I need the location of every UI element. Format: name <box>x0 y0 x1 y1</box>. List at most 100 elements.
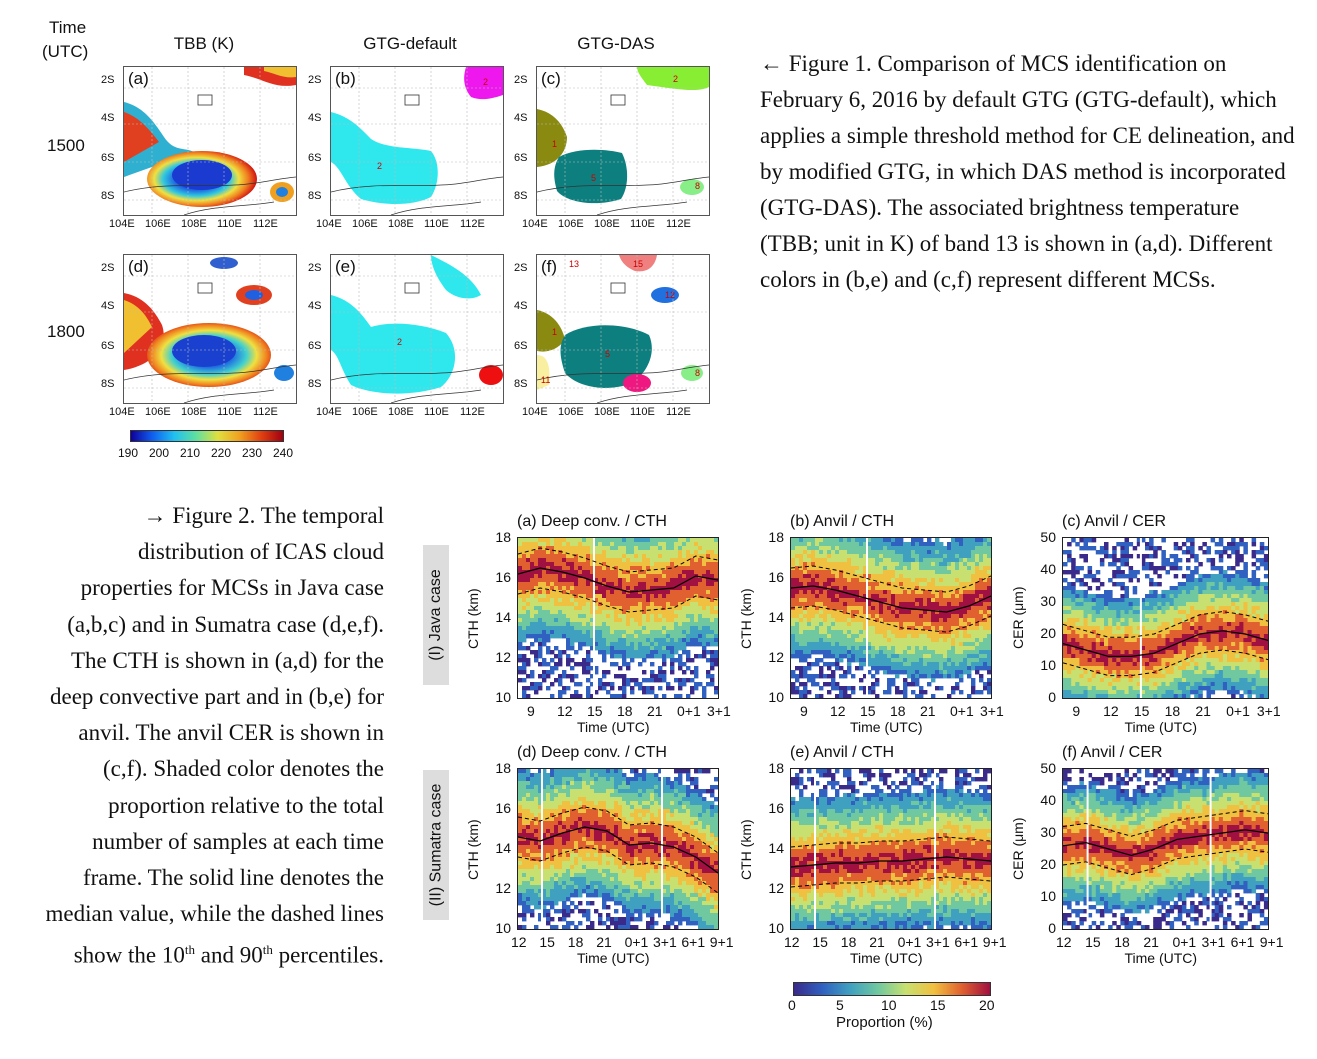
median-line <box>1063 829 1268 857</box>
proportion-colorbar-tick: 20 <box>979 997 995 1013</box>
tbb-colorbar-tick: 210 <box>180 446 201 460</box>
y-tick-label: 12 <box>768 880 784 896</box>
panel-tag-f: (f) <box>541 257 558 276</box>
y-tick-label: 10 <box>1040 657 1056 673</box>
lat-tick-label: 4S <box>308 300 322 312</box>
lon-tick-label: 108E <box>181 218 207 230</box>
x-tick-label: 12 <box>511 934 527 950</box>
y-tick-label: 10 <box>495 689 511 705</box>
y-tick-label: 16 <box>495 569 511 585</box>
tbb-colorbar-tick: 230 <box>242 446 263 460</box>
median-line <box>1063 630 1268 658</box>
mcs-label: 15 <box>633 259 644 269</box>
y-axis-label: CTH (km) <box>738 588 754 649</box>
y-tick-label: 14 <box>768 609 784 625</box>
fig1-utc-header: (UTC) <box>42 42 89 61</box>
y-tick-label: 18 <box>768 760 784 776</box>
mcs-label: 11 <box>541 375 551 385</box>
x-axis-label: Time (UTC) <box>850 719 923 735</box>
x-tick-label: 18 <box>1164 703 1181 719</box>
histogram-plot <box>518 538 718 698</box>
proportion-colorbar-tick: 10 <box>881 997 897 1013</box>
map-panel-d: (d) <box>123 254 297 404</box>
panel-title: (f) Anvil / CER <box>1062 744 1163 761</box>
y-tick-label: 14 <box>768 840 784 856</box>
figure1-caption: ← Figure 1. Comparison of MCS identifica… <box>760 51 1295 292</box>
y-tick-label: 12 <box>768 649 784 665</box>
x-tick-label: 9 <box>527 703 535 719</box>
x-tick-label: 18 <box>1114 934 1130 950</box>
median-line <box>791 585 991 613</box>
mcs-label: 2 <box>377 161 383 171</box>
y-tick-label: 14 <box>495 609 511 625</box>
x-axis-label: Time (UTC) <box>850 950 923 966</box>
x-tick-label: 9 <box>1072 703 1081 719</box>
mcs-map-c <box>537 67 709 215</box>
figure2-caption-text: and 90 <box>195 943 263 969</box>
lon-tick-label: 110E <box>217 218 242 230</box>
x-tick-label: 12 <box>830 703 846 719</box>
y-tick-label: 16 <box>768 800 784 816</box>
x-axis-label: Time (UTC) <box>577 719 650 735</box>
y-axis-label: CER (μm) <box>1010 586 1026 649</box>
mcs-map-e <box>331 255 503 403</box>
tbb-map-d <box>124 255 296 403</box>
figure2-caption-text: percentiles. <box>272 943 384 969</box>
p90-line <box>518 806 718 854</box>
panel-title: (d) Deep conv. / CTH <box>517 744 667 761</box>
lat-tick-label: 6S <box>514 152 528 164</box>
x-tick-label: 9+1 <box>1259 934 1284 950</box>
histogram-plot <box>1063 769 1268 929</box>
lat-tick-label: 8S <box>514 378 528 390</box>
lat-tick-label: 8S <box>101 378 115 390</box>
lon-tick-label: 104E <box>109 218 135 230</box>
y-tick-label: 30 <box>1040 824 1056 840</box>
p10-line <box>1063 649 1268 677</box>
x-axis-label: Time (UTC) <box>577 950 650 966</box>
x-tick-label: 21 <box>1195 703 1211 719</box>
lat-tick-label: 2S <box>308 262 322 274</box>
histogram-plot <box>791 769 991 929</box>
x-tick-label: 21 <box>647 703 663 719</box>
proportion-colorbar-tick: 5 <box>836 997 844 1013</box>
map-panel-e: (e) 2 <box>330 254 504 404</box>
lat-tick-label: 2S <box>514 262 528 274</box>
y-axis-label: CER (μm) <box>1010 817 1026 880</box>
mcs-label: 12 <box>665 290 676 300</box>
lon-tick-label: 112E <box>460 406 485 418</box>
map-panel-a: (a) <box>123 66 297 216</box>
y-tick-label: 18 <box>495 529 511 545</box>
x-tick-label: 0+1 <box>950 703 974 719</box>
histogram-plot <box>518 769 718 929</box>
x-tick-label: 9 <box>800 703 808 719</box>
mcs-map-f <box>537 255 709 403</box>
fig1-col-header-tbb: TBB (K) <box>173 34 235 53</box>
y-tick-label: 50 <box>1040 760 1056 776</box>
tbb-colorbar-tick: 200 <box>149 446 170 460</box>
mcs-label: 2 <box>673 74 679 84</box>
mcs-label: 8 <box>695 181 701 191</box>
lat-tick-label: 8S <box>514 190 528 202</box>
x-tick-label: 18 <box>617 703 633 719</box>
lon-tick-label: 112E <box>253 406 278 418</box>
histogram-plot <box>791 538 991 698</box>
y-tick-label: 10 <box>495 920 511 936</box>
y-tick-label: 10 <box>768 920 784 936</box>
x-tick-label: 18 <box>840 934 857 950</box>
x-tick-label: 3+1 <box>980 703 1004 719</box>
lon-tick-label: 108E <box>388 406 414 418</box>
lon-tick-label: 104E <box>316 218 342 230</box>
lat-tick-label: 6S <box>308 340 322 352</box>
lat-tick-label: 4S <box>514 300 528 312</box>
y-tick-label: 16 <box>495 800 511 816</box>
histogram-panel <box>790 768 992 930</box>
figure2-caption-sup: th <box>262 942 273 958</box>
median-line <box>518 826 718 874</box>
proportion-colorbar-tick: 0 <box>788 997 796 1013</box>
histogram-panel <box>1062 537 1269 699</box>
mcs-label: 2 <box>397 337 403 347</box>
lat-tick-label: 4S <box>101 112 115 124</box>
x-tick-label: 6+1 <box>954 934 979 950</box>
p90-line <box>1063 810 1268 837</box>
x-tick-label: 15 <box>812 934 828 950</box>
